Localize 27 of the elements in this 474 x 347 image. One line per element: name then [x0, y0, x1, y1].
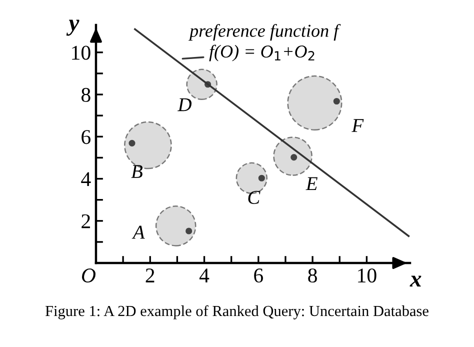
- x-tick-label: 2: [146, 268, 154, 282]
- annotation: F: [352, 119, 364, 132]
- point: [290, 154, 298, 161]
- point: [186, 228, 192, 234]
- x-tick-label: 8: [308, 268, 317, 283]
- caption: Figure 1: A 2D example of Ranked Query: Uncertain Database: [45, 305, 428, 320]
- point: [128, 140, 136, 146]
- y-tick-label: 2: [82, 214, 90, 228]
- annotation: D: [178, 98, 192, 112]
- point: [258, 174, 265, 182]
- annotation: preference function f: [188, 24, 341, 41]
- x-tick-label: 10: [358, 268, 376, 283]
- annotation: A: [132, 226, 145, 239]
- y-tick-label: 4: [81, 172, 91, 186]
- x-tick-label: 6: [254, 268, 263, 283]
- y-tick-label: 10: [72, 46, 90, 60]
- annotation: C: [248, 190, 260, 204]
- annotation: f(O) = O$_{1}$+O$_{2}$: [209, 44, 314, 62]
- annotation: B: [131, 165, 142, 178]
- x-axis-title: x: [410, 276, 422, 287]
- point: [333, 98, 340, 105]
- y-tick-label: 6: [82, 130, 90, 144]
- y-tick-label: 8: [82, 88, 90, 102]
- x-tick-label: 4: [199, 268, 210, 282]
- x-tick-label: O: [82, 268, 96, 283]
- y-axis-title: y: [66, 20, 80, 36]
- annotation: E: [306, 177, 318, 190]
